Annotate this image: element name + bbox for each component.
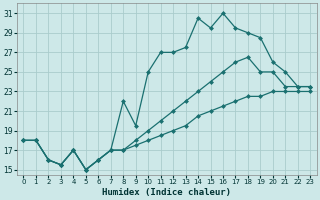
X-axis label: Humidex (Indice chaleur): Humidex (Indice chaleur) bbox=[102, 188, 231, 197]
